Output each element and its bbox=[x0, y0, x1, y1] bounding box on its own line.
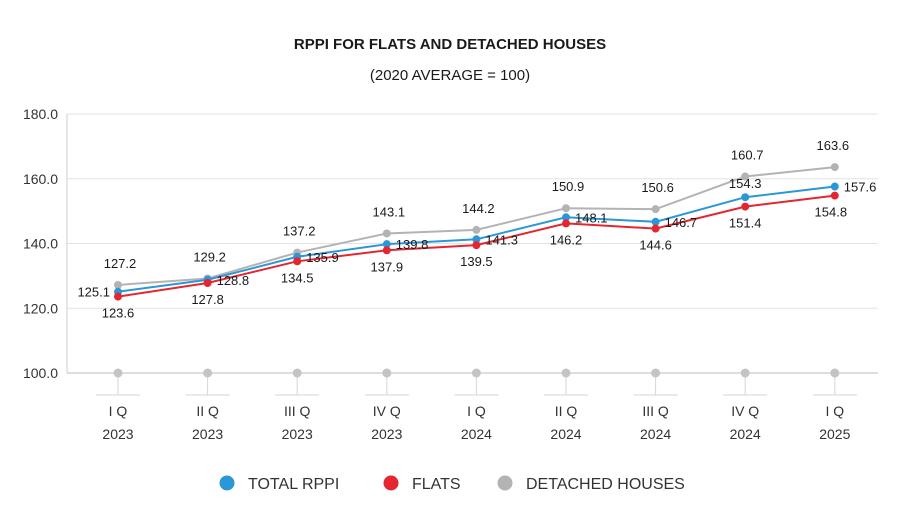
data-label: 150.6 bbox=[641, 180, 674, 195]
x-tick-label-year: 2024 bbox=[461, 426, 492, 442]
x-baseline-marker bbox=[651, 368, 661, 378]
data-point bbox=[203, 278, 212, 287]
x-axis: I Q 2023 II Q 2023 III Q 2023 IV Q 2023 I Q 2024 I… bbox=[96, 368, 857, 442]
data-label: 139.8 bbox=[396, 237, 429, 252]
x-tick-label-year: 2023 bbox=[371, 426, 402, 442]
data-label: 151.4 bbox=[729, 216, 762, 231]
x-baseline-marker bbox=[561, 368, 571, 378]
data-point bbox=[562, 204, 570, 213]
legend-label: FLATS bbox=[412, 476, 461, 493]
x-baseline-marker bbox=[830, 368, 840, 378]
x-tick-label-year: 2025 bbox=[819, 426, 850, 442]
legend-marker bbox=[219, 475, 235, 491]
x-tick-label-year: 2023 bbox=[102, 426, 133, 442]
data-label: 144.2 bbox=[462, 201, 495, 216]
data-point bbox=[114, 280, 122, 289]
legend-marker bbox=[383, 475, 399, 491]
legend-marker bbox=[497, 475, 513, 491]
legend: TOTAL RPPI FLATS DETACHED HOUSES bbox=[219, 475, 685, 493]
x-baseline-marker bbox=[113, 368, 123, 378]
x-baseline-marker bbox=[382, 368, 392, 378]
y-tick-label: 140.0 bbox=[23, 236, 58, 252]
data-label: 150.9 bbox=[552, 179, 585, 194]
data-point bbox=[472, 235, 481, 244]
x-tick-label-quarter: III Q bbox=[642, 403, 669, 419]
data-label: 144.6 bbox=[639, 238, 672, 253]
chart-title: RPPI FOR FLATS AND DETACHED HOUSES bbox=[294, 36, 606, 53]
x-tick-label-quarter: III Q bbox=[284, 403, 311, 419]
data-label: 146.2 bbox=[550, 232, 583, 247]
x-baseline-marker bbox=[740, 368, 750, 378]
data-point bbox=[741, 172, 750, 181]
data-point bbox=[382, 246, 391, 255]
data-label: 160.7 bbox=[731, 147, 764, 162]
data-point bbox=[741, 193, 750, 202]
data-point bbox=[741, 202, 750, 211]
y-tick-label: 180.0 bbox=[23, 106, 58, 122]
x-tick-label-quarter: II Q bbox=[555, 403, 578, 419]
x-tick-label-quarter: I Q bbox=[825, 403, 844, 419]
data-point bbox=[830, 182, 839, 191]
data-point bbox=[562, 219, 570, 228]
x-tick-label-year: 2024 bbox=[550, 426, 581, 442]
data-point bbox=[651, 224, 660, 233]
y-tick-label: 120.0 bbox=[23, 300, 58, 316]
y-tick-label: 160.0 bbox=[23, 171, 58, 187]
data-point bbox=[562, 213, 570, 222]
data-point bbox=[114, 292, 122, 301]
x-tick-label-year: 2023 bbox=[192, 426, 223, 442]
data-point bbox=[382, 240, 391, 249]
data-label: 137.9 bbox=[371, 259, 404, 274]
chart-subtitle: (2020 AVERAGE = 100) bbox=[370, 67, 530, 84]
x-tick-label-year: 2023 bbox=[282, 426, 313, 442]
data-label: 139.5 bbox=[460, 254, 493, 269]
data-label: 123.6 bbox=[102, 306, 135, 321]
data-label: 135.9 bbox=[306, 250, 339, 265]
x-baseline-marker bbox=[203, 368, 213, 378]
series-group bbox=[114, 163, 839, 301]
x-tick-label-quarter: I Q bbox=[109, 403, 128, 419]
data-label: 154.8 bbox=[815, 205, 848, 220]
y-tick-label: 100.0 bbox=[23, 365, 58, 381]
data-point bbox=[472, 225, 481, 234]
x-tick-label-quarter: II Q bbox=[196, 403, 219, 419]
data-label: 154.3 bbox=[729, 176, 762, 191]
data-point bbox=[830, 191, 839, 200]
data-label: 128.8 bbox=[217, 273, 250, 288]
data-point bbox=[651, 205, 660, 214]
data-label: 148.1 bbox=[575, 210, 608, 225]
x-tick-label-year: 2024 bbox=[730, 426, 761, 442]
data-label: 146.7 bbox=[665, 215, 698, 230]
x-tick-label-quarter: IV Q bbox=[373, 403, 401, 419]
legend-label: DETACHED HOUSES bbox=[526, 476, 685, 493]
data-point bbox=[382, 229, 391, 238]
data-label: 127.8 bbox=[191, 292, 224, 307]
data-label: 129.2 bbox=[193, 249, 226, 264]
x-tick-label-quarter: IV Q bbox=[731, 403, 759, 419]
x-baseline-marker bbox=[471, 368, 481, 378]
x-tick-label-quarter: I Q bbox=[467, 403, 486, 419]
data-label: 125.1 bbox=[77, 285, 110, 300]
legend-label: TOTAL RPPI bbox=[248, 476, 339, 493]
y-axis: 100.0 120.0 140.0 160.0 180.0 bbox=[23, 106, 68, 381]
x-tick-label-year: 2024 bbox=[640, 426, 671, 442]
data-label: 137.2 bbox=[283, 224, 316, 239]
data-label: 127.2 bbox=[104, 256, 137, 271]
data-point bbox=[293, 257, 302, 266]
data-label: 163.6 bbox=[817, 138, 850, 153]
x-baseline-marker bbox=[292, 368, 302, 378]
data-label: 143.1 bbox=[373, 204, 406, 219]
data-point bbox=[830, 163, 839, 172]
data-label: 157.6 bbox=[844, 180, 877, 195]
data-point bbox=[472, 241, 481, 250]
data-label: 141.3 bbox=[485, 232, 518, 247]
data-point bbox=[651, 217, 660, 226]
data-label: 134.5 bbox=[281, 270, 314, 285]
data-labels: 127.2 123.6 125.1 129.2 127.8 128.8 137.2 134.5… bbox=[77, 138, 876, 321]
